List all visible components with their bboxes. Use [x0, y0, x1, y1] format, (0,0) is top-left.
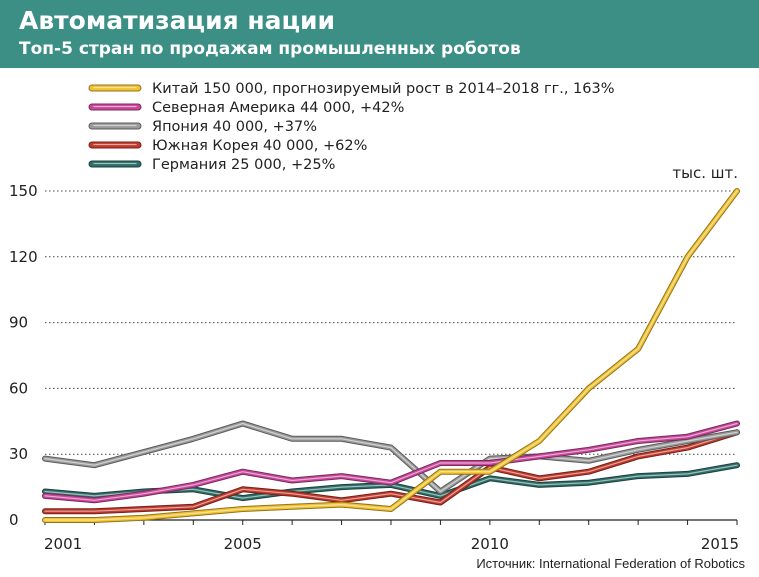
- legend-label: Япония 40 000, +37%: [152, 119, 317, 135]
- legend-item: Южная Корея 40 000, +62%: [88, 138, 367, 154]
- series-line-highlight: [44, 422, 738, 501]
- legend-item: Китай 150 000, прогнозируемый рост в 201…: [88, 81, 615, 97]
- legend-label: Китай 150 000, прогнозируемый рост в 201…: [152, 81, 615, 97]
- y-tick-label: 30: [9, 445, 28, 463]
- x-tick-label: 2015: [701, 535, 739, 553]
- legend-label: Германия 25 000, +25%: [152, 157, 335, 173]
- y-tick-label: 90: [9, 314, 28, 332]
- unit-label: тыс. шт.: [672, 164, 738, 182]
- series-line-2: [42, 420, 740, 504]
- series-line-3: [42, 420, 740, 495]
- source-note: Источник: International Federation of Ro…: [476, 556, 745, 571]
- series-line-4: [42, 429, 740, 515]
- legend-label: Южная Корея 40 000, +62%: [152, 138, 367, 154]
- y-tick-label: 60: [9, 379, 28, 397]
- x-tick-label: 2001: [44, 535, 82, 553]
- series-line-highlight: [44, 431, 738, 512]
- y-tick-label: 150: [9, 182, 38, 200]
- series-line-outline: [42, 188, 740, 523]
- legend-label: Северная Америка 44 000, +42%: [152, 100, 404, 116]
- y-tick-label: 0: [9, 511, 19, 529]
- x-tick-label: 2010: [471, 535, 509, 553]
- series-line-1: [42, 188, 740, 523]
- legend-item: Япония 40 000, +37%: [88, 119, 317, 135]
- legend-item: Германия 25 000, +25%: [88, 157, 335, 173]
- chart-title: Автоматизация нации: [19, 6, 336, 35]
- series-line-highlight: [44, 190, 738, 521]
- legend-item: Северная Америка 44 000, +42%: [88, 100, 404, 116]
- x-tick-label: 2005: [224, 535, 262, 553]
- header-banner: Автоматизация нации Топ-5 стран по прода…: [0, 0, 759, 68]
- series-line-highlight: [44, 422, 738, 493]
- y-tick-label: 120: [9, 248, 38, 266]
- chart-subtitle: Топ-5 стран по продажам промышленных роб…: [19, 39, 521, 59]
